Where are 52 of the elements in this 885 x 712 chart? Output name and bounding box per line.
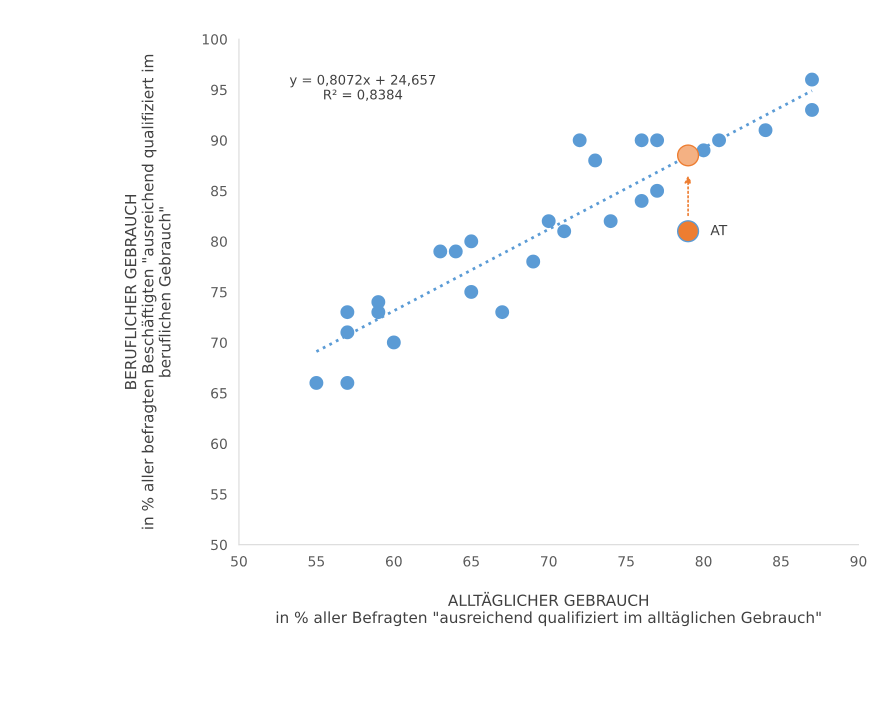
point (650, 184, 664, 198)
x-tick-label: 90 (850, 556, 866, 567)
point (448, 244, 463, 258)
point (676, 220, 700, 242)
y-tick-label: 75 (211, 287, 227, 298)
y-tick-label: 80 (211, 236, 227, 247)
point (650, 133, 664, 148)
y-tick-label: 100 (202, 34, 227, 45)
x-tick-label: 55 (308, 556, 324, 567)
x-tick-label: 70 (541, 556, 557, 567)
point (557, 224, 572, 238)
y-tick-label: 65 (211, 388, 227, 398)
point (495, 305, 510, 320)
point (696, 143, 711, 158)
point (805, 102, 819, 117)
point (542, 214, 556, 228)
point (309, 376, 324, 390)
x-tick-label: 85 (773, 556, 789, 567)
y-tick-label: 90 (211, 135, 227, 146)
point (340, 325, 354, 340)
point (572, 133, 587, 148)
y-axis-title: BERUFLICHER GEBRAUCH in % aller befragten Beschäftigten "ausreichend qualifiziert im beruflichen Gebrauch" (124, 54, 171, 529)
point (464, 284, 478, 299)
x-axis-title: ALLTÄGLICHER GEBRAUCH in % aller Befragten "ausreichend qualifiziert im alltäglichen Gebrauch" (276, 592, 821, 626)
point (526, 254, 540, 269)
point (371, 295, 386, 309)
y-tick-label: 85 (211, 186, 227, 196)
x-tick-label: 80 (696, 556, 712, 567)
y-tick-label: 70 (211, 337, 227, 348)
x-tick-label: 60 (386, 556, 402, 567)
point (604, 214, 618, 228)
point (634, 133, 649, 148)
y-tick-label: 95 (211, 84, 227, 96)
x-tick-label: 65 (463, 556, 479, 567)
point (676, 144, 700, 167)
point (386, 336, 401, 350)
point (433, 244, 448, 258)
annotation: y = 0,8072x + 24,657 R² = 0,8384 (290, 74, 436, 101)
point (712, 133, 726, 148)
point (588, 154, 602, 168)
point (634, 194, 649, 208)
point (340, 305, 354, 320)
y-tick-label: 55 (211, 489, 227, 500)
y-tick-label: 50 (211, 540, 227, 550)
x-tick-label: 75 (618, 556, 634, 567)
y-tick-label: 60 (211, 438, 227, 450)
point (340, 376, 354, 390)
point (805, 72, 819, 87)
annotation: AT (710, 224, 728, 236)
x-tick-label: 50 (231, 556, 247, 567)
point (464, 234, 478, 248)
point (758, 123, 772, 138)
